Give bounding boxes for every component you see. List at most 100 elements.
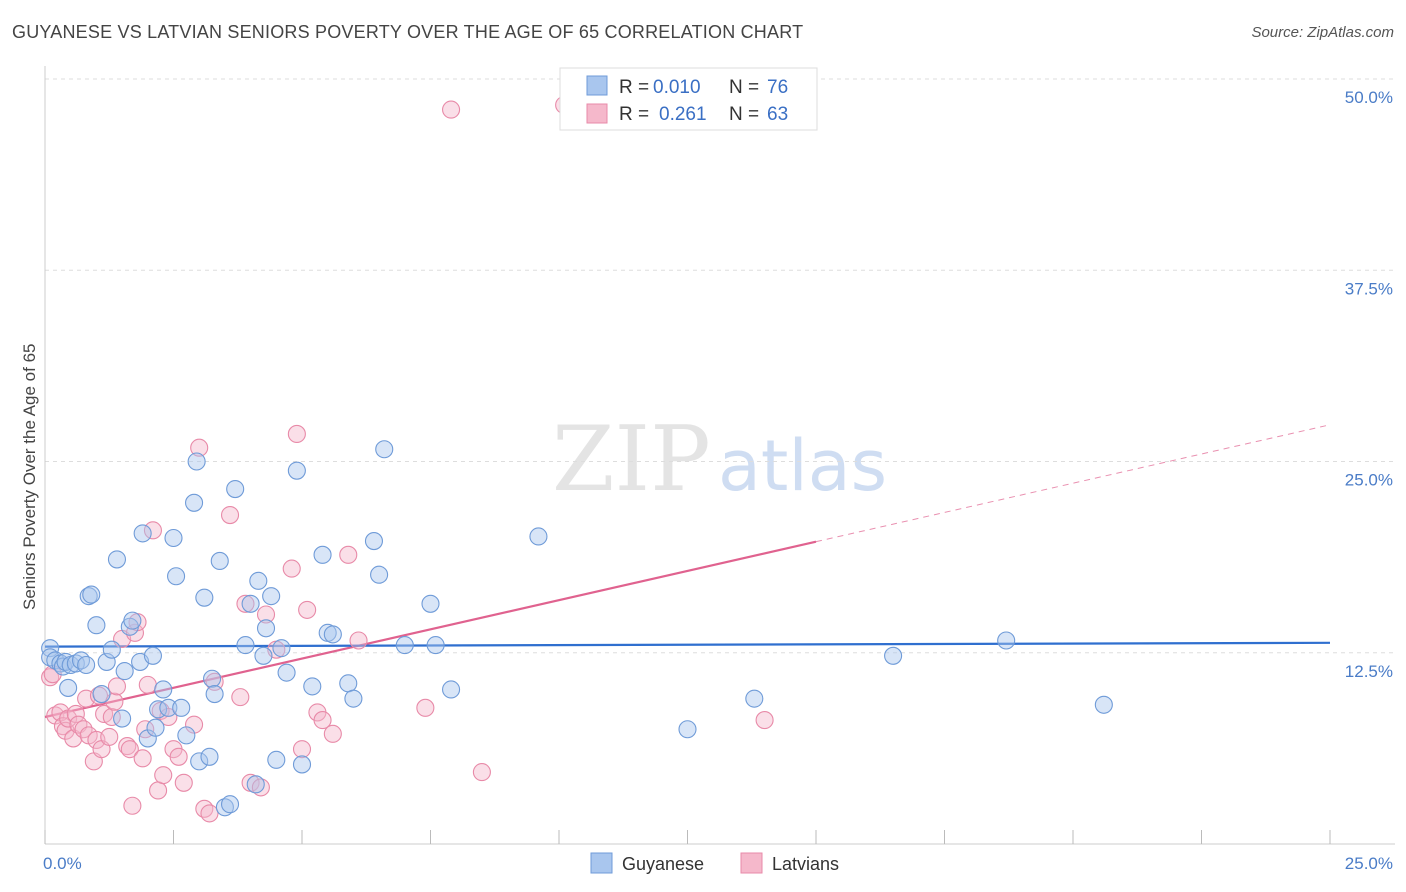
guyanese-points <box>41 440 1113 817</box>
latvians-point-56 <box>313 711 332 730</box>
latvians-point-40 <box>190 438 209 457</box>
bottom-legend: Guyanese Latvians <box>590 852 839 874</box>
guyanese-point-31 <box>167 567 186 586</box>
guyanese-point-37 <box>195 588 214 607</box>
guyanese-point-7 <box>59 678 78 697</box>
guyanese-point-72 <box>745 689 764 708</box>
guyanese-point-29 <box>159 698 178 717</box>
guyanese-point-41 <box>210 551 229 571</box>
bottom-legend-label-latvians: Latvians <box>772 854 839 874</box>
tick-labels: 12.5% 25.0% 37.5% 50.0% 0.0% 25.0% <box>43 88 1393 873</box>
guyanese-point-55 <box>287 461 306 480</box>
guyanese-point-47 <box>246 775 265 794</box>
guyanese-point-48 <box>249 571 268 590</box>
guyanese-point-43 <box>220 795 240 814</box>
watermark-atlas: atlas <box>718 425 887 507</box>
guyanese-point-28 <box>154 680 173 699</box>
guyanese-point-63 <box>364 532 384 551</box>
chart-title: GUYANESE VS LATVIAN SENIORS POVERTY OVER… <box>12 22 804 42</box>
guyanese-point-13 <box>87 616 106 635</box>
x-tick-label-0: 0.0% <box>43 854 82 873</box>
guyanese-point-52 <box>267 750 286 769</box>
x-tick-label-1: 25.0% <box>1345 854 1393 873</box>
guyanese-point-70 <box>529 527 548 546</box>
latvians-point-21 <box>107 677 127 696</box>
guyanese-point-54 <box>277 663 296 682</box>
legend-r-label-1: R = <box>619 77 649 98</box>
latvians-point-54 <box>298 600 317 619</box>
latvians-points <box>41 95 774 823</box>
guyanese-point-35 <box>187 452 206 471</box>
axes <box>44 66 1395 845</box>
latvians-point-37 <box>169 747 188 766</box>
latvians-point-49 <box>256 605 276 624</box>
latvians-point-30 <box>138 675 157 694</box>
latvians-point-24 <box>120 740 139 759</box>
legend-n-value-1: 76 <box>767 77 788 98</box>
guyanese-point-64 <box>370 565 389 584</box>
source-label: Source: ZipAtlas.com <box>1251 24 1394 41</box>
guyanese-point-71 <box>678 720 697 739</box>
guyanese-point-49 <box>254 646 273 665</box>
latvians-point-64 <box>755 711 774 730</box>
latvians-point-0 <box>41 668 60 687</box>
guyanese-point-19 <box>115 662 134 681</box>
guyanese-point-50 <box>256 619 276 638</box>
guyanese-point-32 <box>172 698 191 717</box>
guyanese-point-69 <box>442 680 461 699</box>
legend-swatch-latvians <box>586 103 608 124</box>
guyanese-point-26 <box>146 718 165 737</box>
guyanese-point-74 <box>997 631 1016 650</box>
legend-r-value-2: 0.261 <box>659 104 707 125</box>
latvians-point-45 <box>231 688 250 707</box>
latvians-point-59 <box>349 631 368 650</box>
latvians-point-53 <box>292 740 312 759</box>
watermark-zip: ZIP <box>552 407 711 512</box>
guyanese-point-60 <box>323 625 342 644</box>
latvians-point-23 <box>118 737 137 756</box>
guyanese-point-16 <box>102 640 121 659</box>
latvians-point-42 <box>200 804 219 823</box>
guyanese-point-53 <box>272 639 291 658</box>
latvians-trend-solid <box>44 540 817 719</box>
legend-n-value-2: 63 <box>767 104 788 125</box>
legend: R = 0.010 N = 76 R = 0.261 N = 63 <box>559 67 818 131</box>
legend-n-label-2: N = <box>729 104 759 125</box>
y-tick-label-0: 12.5% <box>1345 662 1393 681</box>
guyanese-point-17 <box>107 550 127 569</box>
guyanese-point-34 <box>185 493 204 512</box>
guyanese-point-33 <box>177 726 196 745</box>
guyanese-point-36 <box>190 752 209 771</box>
guyanese-point-30 <box>164 528 183 548</box>
latvians-point-44 <box>220 505 240 525</box>
latvians-point-7 <box>64 729 83 748</box>
guyanese-point-68 <box>426 636 445 655</box>
latvians-trend-line <box>44 424 1331 719</box>
legend-r-value-1: 0.010 <box>653 77 701 98</box>
guyanese-point-66 <box>395 636 414 655</box>
guyanese-point-45 <box>236 636 255 655</box>
latvians-point-60 <box>416 698 435 717</box>
guyanese-point-44 <box>226 479 245 499</box>
guyanese-point-21 <box>123 611 142 630</box>
guyanese-point-65 <box>375 440 394 459</box>
guyanese-trend <box>44 641 1331 648</box>
latvians-point-58 <box>339 545 358 564</box>
latvians-point-32 <box>149 781 168 800</box>
latvians-point-52 <box>287 424 306 444</box>
guyanese-point-38 <box>200 747 219 766</box>
guyanese-point-39 <box>203 669 222 688</box>
guyanese-point-57 <box>303 677 322 696</box>
bottom-legend-swatch-latvians <box>740 852 763 874</box>
guyanese-point-23 <box>133 524 152 543</box>
y-tick-label-2: 37.5% <box>1345 279 1393 298</box>
legend-n-label-1: N = <box>729 77 759 98</box>
y-tick-label-1: 25.0% <box>1345 471 1393 490</box>
bottom-legend-label-guyanese: Guyanese <box>622 854 704 874</box>
latvians-point-31 <box>143 521 162 540</box>
latvians-point-51 <box>282 559 301 578</box>
latvians-point-61 <box>442 100 461 119</box>
guyanese-point-73 <box>884 646 903 665</box>
legend-swatch-guyanese <box>586 75 608 96</box>
